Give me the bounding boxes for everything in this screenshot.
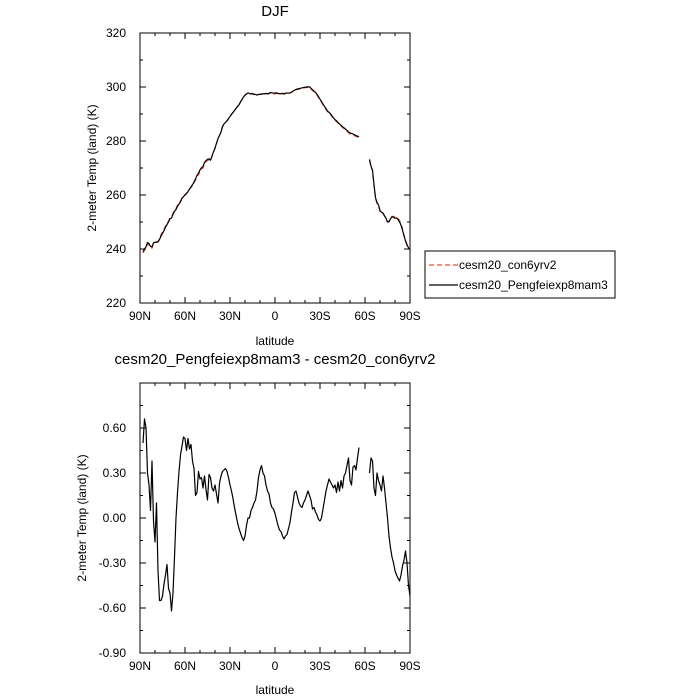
bottom-series-line-0 [368,457,411,597]
bottom-series-line-0 [142,418,360,612]
top-x-tick-label: 30S [309,309,330,323]
top-x-axis-label: latitude [256,334,295,348]
top-plot-frame [139,32,411,304]
bottom-y-tick-label: 0.00 [103,511,127,525]
bottom-y-tick-label: 0.30 [103,466,127,480]
bottom-axis-ticks: 90N 60N 30N 0 30S 60S 90S -0.90 -0.60 -0.30 0.00 0.… [99,383,421,673]
bottom-y-tick-label: -0.90 [99,646,127,660]
bottom-x-tick-label: 30S [309,659,330,673]
top-series-line-1 [142,86,360,252]
bottom-plot-frame [139,382,411,654]
bottom-x-tick-label: 30N [219,659,241,673]
bottom-series-lines [142,418,411,612]
bottom-y-tick-label: 0.60 [103,421,127,435]
top-y-tick-label: 260 [106,188,126,202]
legend-label-con6yrv2: cesm20_con6yrv2 [459,258,557,272]
top-y-tick-label: 280 [106,134,126,148]
top-series-line-0 [142,86,360,254]
top-y-tick-label: 220 [106,296,126,310]
top-x-tick-label: 90N [129,309,151,323]
top-x-tick-label: 60S [354,309,375,323]
bottom-x-tick-label: 90S [399,659,420,673]
top-series-lines [142,86,411,254]
bottom-chart-title: cesm20_Pengfeiexp8mam3 - cesm20_con6yrv2 [115,351,436,368]
top-x-tick-label: 30N [219,309,241,323]
legend-box [424,250,616,299]
bottom-x-tick-label: 60S [354,659,375,673]
top-y-tick-label: 300 [106,80,126,94]
top-y-tick-label: 320 [106,26,126,40]
top-x-tick-label: 0 [272,309,279,323]
bottom-panel: cesm20_Pengfeiexp8mam3 - cesm20_con6yrv2… [75,351,436,697]
top-y-axis-label: 2-meter Temp (land) (K) [85,104,99,231]
top-y-tick-label: 240 [106,242,126,256]
top-series-line-1 [368,159,411,250]
bottom-y-axis-label: 2-meter Temp (land) (K) [75,454,89,581]
bottom-x-tick-label: 90N [129,659,151,673]
bottom-y-tick-label: -0.60 [99,601,127,615]
bottom-x-tick-label: 60N [174,659,196,673]
top-axis-ticks: 90N 60N 30N 0 30S 60S 90S 220 240 260 280 300 320 [106,26,421,323]
top-chart-title: DJF [261,3,289,20]
top-x-tick-label: 90S [399,309,420,323]
top-panel: DJF 90N 60N 30N 0 30S 60S 90S 220 240 260 280 300 32… [85,3,421,348]
bottom-y-tick-label: -0.30 [99,556,127,570]
bottom-x-axis-label: latitude [256,683,295,697]
bottom-x-tick-label: 0 [272,659,279,673]
legend: cesm20_con6yrv2 cesm20_Pengfeiexp8mam3 [424,250,616,299]
top-x-tick-label: 60N [174,309,196,323]
legend-label-pengfei: cesm20_Pengfeiexp8mam3 [459,278,608,292]
